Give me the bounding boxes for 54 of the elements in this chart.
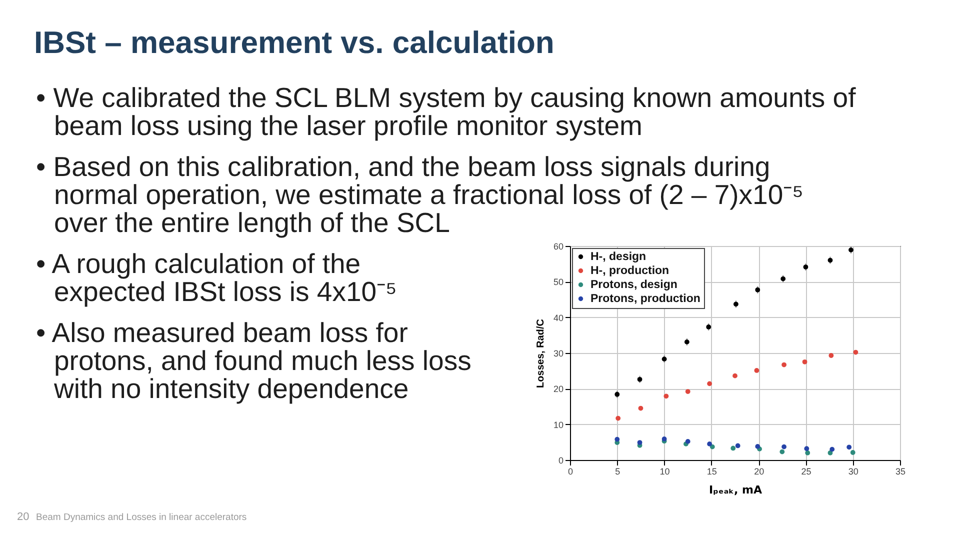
- y-tick-label: 20: [553, 384, 564, 394]
- point: [804, 446, 810, 452]
- point: [637, 440, 642, 445]
- text: IBSt – measurement vs. calculation: [34, 25, 554, 60]
- x-tick-label: 35: [895, 466, 906, 476]
- point: [664, 394, 669, 399]
- legend-label: Protons, production: [590, 292, 700, 305]
- point: [614, 436, 620, 442]
- point: [805, 450, 810, 456]
- point: [782, 444, 786, 450]
- y-tick-label: 50: [553, 277, 564, 288]
- x-tick-label: 15: [706, 466, 717, 476]
- point: [754, 368, 760, 373]
- text: Beam Dynamics and Losses in linear accelerators: [36, 512, 247, 523]
- text: • A rough calculation of the expected IBSt loss is 4x10⁻⁵: [36, 248, 397, 307]
- text: • Based on this calibration, and the beam loss signals during normal operation, we estimate a fractional loss of (2 – 7)x10⁻⁵ over the entire length of the SCL: [36, 151, 804, 238]
- point: [850, 450, 856, 455]
- point: [707, 442, 712, 446]
- point: [755, 444, 760, 449]
- point: [828, 353, 834, 358]
- point: [780, 449, 785, 454]
- point: [782, 362, 786, 368]
- point: [830, 446, 835, 452]
- legend-label: H-, production: [590, 264, 670, 277]
- point: [846, 444, 852, 450]
- point: [685, 439, 690, 444]
- point: [735, 443, 740, 448]
- y-tick-label: 60: [553, 242, 564, 252]
- legend-label: H-, design: [590, 250, 646, 263]
- point: [616, 416, 621, 421]
- point: [662, 436, 667, 442]
- x-tick-label: 10: [660, 466, 670, 476]
- x-tick-label: 20: [754, 466, 764, 476]
- point: [853, 350, 858, 355]
- text: • We calibrated the SCL BLM system by causing known amounts of beam loss using the laser profile monitor system: [36, 82, 856, 141]
- point: [730, 446, 736, 451]
- text: • Also measured beam loss for protons, and found much less loss with no intensity dependence: [36, 317, 472, 404]
- point: [732, 373, 738, 378]
- y-tick-label: 40: [553, 312, 564, 323]
- y-tick-label: 30: [553, 348, 564, 358]
- text: 20: [17, 511, 30, 523]
- y-tick-label: 10: [553, 420, 564, 430]
- y-axis-title: Losses, Rad/C: [535, 319, 546, 388]
- point: [707, 381, 712, 386]
- x-tick-label: 25: [801, 466, 812, 476]
- x-tick-label: 5: [615, 466, 620, 476]
- point: [638, 406, 644, 411]
- legend-label: Protons, design: [590, 278, 678, 291]
- x-tick-label: 30: [848, 466, 858, 476]
- point: [685, 389, 690, 394]
- y-tick-label: 0: [558, 456, 564, 466]
- x-tick-label: 0: [568, 466, 574, 476]
- x-axis-title: Iₚₑₐₖ, mA: [708, 484, 762, 496]
- point: [802, 359, 808, 364]
